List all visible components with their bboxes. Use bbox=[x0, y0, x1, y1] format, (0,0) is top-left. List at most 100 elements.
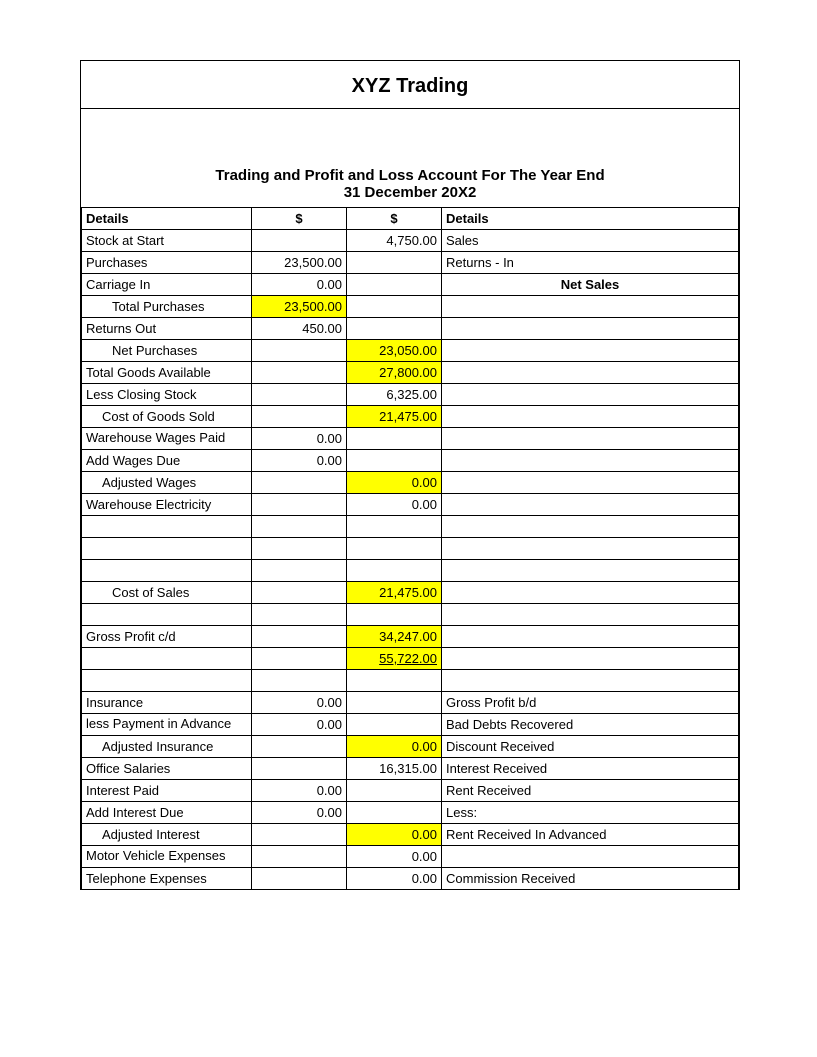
cell-amount-1 bbox=[252, 670, 347, 692]
cell-details-right bbox=[442, 604, 739, 626]
cell-details-left: Gross Profit c/d bbox=[82, 626, 252, 648]
cell-amount-1 bbox=[252, 868, 347, 890]
table-row: Returns Out450.00 bbox=[82, 318, 739, 340]
cell-details-right bbox=[442, 406, 739, 428]
cell-details-left: Total Goods Available bbox=[82, 362, 252, 384]
cell-details-right bbox=[442, 494, 739, 516]
cell-amount-2: 21,475.00 bbox=[347, 406, 442, 428]
cell-details-right bbox=[442, 846, 739, 868]
cell-amount-2 bbox=[347, 560, 442, 582]
cell-details-left: Add Interest Due bbox=[82, 802, 252, 824]
cell-amount-2: 6,325.00 bbox=[347, 384, 442, 406]
cell-details-left bbox=[82, 604, 252, 626]
cell-amount-2: 34,247.00 bbox=[347, 626, 442, 648]
table-row: Adjusted Wages0.00 bbox=[82, 472, 739, 494]
cell-amount-2: 0.00 bbox=[347, 824, 442, 846]
cell-amount-1: 0.00 bbox=[252, 692, 347, 714]
table-row: Add Wages Due0.00 bbox=[82, 450, 739, 472]
cell-details-right bbox=[442, 582, 739, 604]
cell-details-left: less Payment in Advance bbox=[82, 714, 252, 736]
table-row: Warehouse Wages Paid0.00 bbox=[82, 428, 739, 450]
cell-details-left: Warehouse Electricity bbox=[82, 494, 252, 516]
cell-details-right: Less: bbox=[442, 802, 739, 824]
cell-amount-2 bbox=[347, 252, 442, 274]
table-row: less Payment in Advance0.00 Bad Debts Rec… bbox=[82, 714, 739, 736]
cell-amount-1 bbox=[252, 626, 347, 648]
cell-details-left: Motor Vehicle Expenses bbox=[82, 846, 252, 868]
cell-details-left bbox=[82, 670, 252, 692]
cell-details-left: Cost of Sales bbox=[82, 582, 252, 604]
table-row: Carriage In0.00Net Sales bbox=[82, 274, 739, 296]
cell-amount-2 bbox=[347, 802, 442, 824]
company-title: XYZ Trading bbox=[81, 61, 739, 109]
cell-amount-1: 0.00 bbox=[252, 450, 347, 472]
cell-amount-1 bbox=[252, 758, 347, 780]
cell-details-right: Rent Received In Advanced bbox=[442, 824, 739, 846]
cell-amount-2 bbox=[347, 516, 442, 538]
cell-amount-2 bbox=[347, 538, 442, 560]
table-row: Total Goods Available27,800.00 bbox=[82, 362, 739, 384]
cell-details-right: Discount Received bbox=[442, 736, 739, 758]
cell-details-right: Interest Received bbox=[442, 758, 739, 780]
table-row bbox=[82, 538, 739, 560]
cell-amount-1 bbox=[252, 384, 347, 406]
cell-amount-2: 21,475.00 bbox=[347, 582, 442, 604]
ledger-sheet: XYZ Trading Trading and Profit and Loss … bbox=[80, 60, 740, 890]
cell-details-right: Bad Debts Recovered bbox=[442, 714, 739, 736]
cell-details-left: Warehouse Wages Paid bbox=[82, 428, 252, 450]
cell-amount-1 bbox=[252, 846, 347, 868]
header-col-c: $ bbox=[347, 208, 442, 230]
cell-details-left: Adjusted Interest bbox=[82, 824, 252, 846]
cell-details-left bbox=[82, 648, 252, 670]
table-row: Telephone Expenses0.00Commission Receive… bbox=[82, 868, 739, 890]
cell-details-left: Interest Paid bbox=[82, 780, 252, 802]
table-row: Stock at Start4,750.00Sales bbox=[82, 230, 739, 252]
cell-details-left bbox=[82, 560, 252, 582]
table-row: Adjusted Insurance0.00Discount Received bbox=[82, 736, 739, 758]
ledger-table: Details $ $ Details Stock at Start4,750.… bbox=[81, 207, 739, 890]
cell-details-right bbox=[442, 450, 739, 472]
cell-details-right bbox=[442, 472, 739, 494]
table-row: Motor Vehicle Expenses0.00 bbox=[82, 846, 739, 868]
cell-amount-1 bbox=[252, 406, 347, 428]
cell-details-right bbox=[442, 538, 739, 560]
report-title-line2: 31 December 20X2 bbox=[91, 184, 729, 201]
cell-amount-1: 0.00 bbox=[252, 780, 347, 802]
cell-amount-1: 0.00 bbox=[252, 714, 347, 736]
cell-amount-1: 0.00 bbox=[252, 274, 347, 296]
cell-amount-2: 0.00 bbox=[347, 868, 442, 890]
cell-amount-1: 0.00 bbox=[252, 802, 347, 824]
table-row: Add Interest Due0.00 Less: bbox=[82, 802, 739, 824]
cell-details-right bbox=[442, 626, 739, 648]
cell-details-left: Stock at Start bbox=[82, 230, 252, 252]
cell-details-left: Office Salaries bbox=[82, 758, 252, 780]
report-title: Trading and Profit and Loss Account For … bbox=[81, 109, 739, 207]
cell-details-right bbox=[442, 296, 739, 318]
report-title-line1: Trading and Profit and Loss Account For … bbox=[91, 167, 729, 184]
cell-details-left: Returns Out bbox=[82, 318, 252, 340]
cell-amount-2: 0.00 bbox=[347, 494, 442, 516]
cell-details-left bbox=[82, 538, 252, 560]
cell-details-right bbox=[442, 670, 739, 692]
cell-details-right bbox=[442, 648, 739, 670]
cell-details-left: Less Closing Stock bbox=[82, 384, 252, 406]
cell-details-left: Purchases bbox=[82, 252, 252, 274]
cell-amount-1: 0.00 bbox=[252, 428, 347, 450]
cell-amount-1: 23,500.00 bbox=[252, 296, 347, 318]
cell-amount-2 bbox=[347, 318, 442, 340]
table-row: Less Closing Stock 6,325.00 bbox=[82, 384, 739, 406]
cell-amount-1 bbox=[252, 538, 347, 560]
cell-details-left: Cost of Goods Sold bbox=[82, 406, 252, 428]
table-row: Net Purchases23,050.00 bbox=[82, 340, 739, 362]
cell-details-right: Gross Profit b/d bbox=[442, 692, 739, 714]
table-row: Adjusted Interest 0.00Rent Received In Ad… bbox=[82, 824, 739, 846]
cell-details-right: Net Sales bbox=[442, 274, 739, 296]
cell-amount-1 bbox=[252, 494, 347, 516]
table-row: Warehouse Electricity 0.00 bbox=[82, 494, 739, 516]
cell-details-right: Sales bbox=[442, 230, 739, 252]
table-row: Gross Profit c/d 34,247.00 bbox=[82, 626, 739, 648]
cell-amount-2: 0.00 bbox=[347, 472, 442, 494]
table-row bbox=[82, 604, 739, 626]
cell-amount-2: 0.00 bbox=[347, 736, 442, 758]
table-row: Cost of Goods Sold 21,475.00 bbox=[82, 406, 739, 428]
